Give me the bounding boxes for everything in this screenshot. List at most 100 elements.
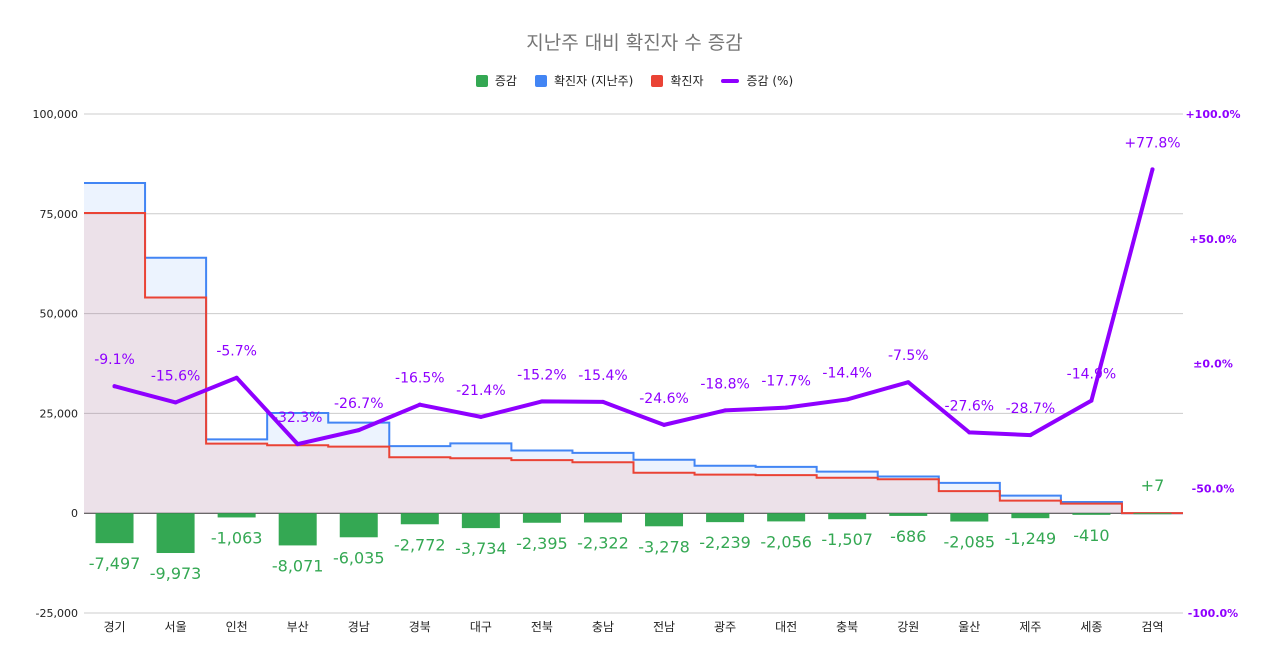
pct-point bbox=[906, 380, 911, 385]
bar-change bbox=[461, 513, 500, 529]
x-tick-label: 대구 bbox=[470, 620, 492, 634]
pct-data-label: -26.7% bbox=[334, 396, 384, 412]
pct-point bbox=[478, 414, 483, 419]
bar-data-label: -410 bbox=[1073, 526, 1109, 545]
y-right-tick-label: -50.0% bbox=[1192, 482, 1235, 495]
pct-data-label: -27.6% bbox=[945, 398, 995, 414]
pct-point bbox=[662, 422, 667, 427]
legend-item-last-week[interactable]: 확진자 (지난주) bbox=[534, 72, 633, 89]
pct-point bbox=[1150, 167, 1155, 172]
pct-point bbox=[967, 430, 972, 435]
pct-point bbox=[356, 428, 361, 433]
legend-swatch-confirmed bbox=[651, 74, 664, 87]
pct-point bbox=[845, 397, 850, 402]
bar-change bbox=[1011, 513, 1050, 519]
legend-label-pct: 증감 (%) bbox=[746, 74, 794, 88]
y-right-tick-label: +50.0% bbox=[1189, 233, 1236, 246]
pct-point bbox=[417, 402, 422, 407]
pct-data-label: -18.8% bbox=[700, 376, 750, 392]
y-left-tick-label: 75,000 bbox=[40, 208, 79, 221]
area-confirmed bbox=[84, 212, 1183, 514]
x-tick-label: 충북 bbox=[836, 620, 858, 634]
pct-data-label: -28.7% bbox=[1006, 401, 1056, 417]
x-tick-label: 충남 bbox=[592, 620, 614, 634]
bar-data-label: -2,085 bbox=[944, 533, 996, 552]
bar-change bbox=[950, 513, 989, 522]
bar-change bbox=[828, 513, 867, 520]
bar-data-label: -1,249 bbox=[1005, 529, 1057, 548]
pct-data-label: -32.3% bbox=[273, 410, 323, 426]
bar-data-label: -686 bbox=[890, 527, 926, 546]
legend-label-change: 증감 bbox=[494, 74, 517, 88]
y-right-tick-label: +100.0% bbox=[1185, 108, 1240, 121]
pct-data-label: -15.6% bbox=[151, 368, 201, 384]
legend-swatch-last-week bbox=[534, 74, 547, 87]
pct-data-label: -15.2% bbox=[517, 367, 567, 383]
y-right-tick-label: ±0.0% bbox=[1193, 358, 1233, 371]
x-tick-label: 광주 bbox=[714, 620, 736, 634]
bar-data-label: -2,056 bbox=[760, 532, 812, 551]
bar-data-label: -2,239 bbox=[699, 533, 751, 552]
chart-legend: 증감 확진자 (지난주) 확진자 증감 (%) bbox=[0, 72, 1269, 89]
bar-data-label: -7,497 bbox=[89, 554, 141, 573]
bar-change bbox=[1133, 513, 1172, 515]
pct-point bbox=[1089, 398, 1094, 403]
legend-item-change[interactable]: 증감 bbox=[475, 72, 517, 89]
pct-point bbox=[723, 408, 728, 413]
x-tick-label: 강원 bbox=[897, 620, 919, 634]
pct-point bbox=[295, 442, 300, 447]
legend-label-confirmed: 확진자 bbox=[670, 74, 704, 88]
pct-data-label: -14.9% bbox=[1067, 367, 1117, 383]
x-tick-label: 경북 bbox=[409, 620, 431, 634]
bar-change bbox=[217, 513, 256, 518]
bar-data-label: -3,734 bbox=[455, 539, 507, 558]
bar-change bbox=[522, 513, 561, 523]
bar-data-label: -2,772 bbox=[394, 535, 446, 554]
legend-swatch-pct bbox=[721, 78, 740, 83]
legend-swatch-change bbox=[475, 74, 488, 87]
y-right-tick-label: -100.0% bbox=[1188, 607, 1238, 620]
chart-title: 지난주 대비 확진자 수 증감 bbox=[526, 32, 743, 54]
bar-change bbox=[1072, 513, 1111, 515]
y-left-tick-label: 0 bbox=[71, 507, 78, 520]
pct-point bbox=[539, 399, 544, 404]
pct-point bbox=[234, 375, 239, 380]
pct-data-label: -24.6% bbox=[639, 391, 689, 407]
bar-data-label: -2,395 bbox=[516, 534, 568, 553]
bar-data-label: -1,063 bbox=[211, 528, 263, 547]
pct-data-label: -9.1% bbox=[94, 352, 135, 368]
y-left-tick-label: 25,000 bbox=[40, 407, 79, 420]
pct-data-label: -7.5% bbox=[888, 348, 929, 364]
x-tick-label: 서울 bbox=[165, 620, 187, 634]
legend-item-confirmed[interactable]: 확진자 bbox=[651, 72, 703, 89]
bar-data-label: -8,071 bbox=[272, 556, 324, 575]
bar-change bbox=[645, 513, 684, 527]
bar-change bbox=[95, 513, 134, 544]
y-left-tick-label: 100,000 bbox=[33, 108, 79, 121]
pct-data-label: -21.4% bbox=[456, 383, 506, 399]
bar-change bbox=[767, 513, 806, 522]
x-tick-label: 경남 bbox=[348, 620, 370, 634]
y-left-tick-label: 50,000 bbox=[40, 308, 79, 321]
pct-data-label: +77.8% bbox=[1124, 135, 1180, 151]
bar-data-label: -6,035 bbox=[333, 548, 385, 567]
bar-data-label: -9,973 bbox=[150, 564, 202, 583]
bar-data-label: -3,278 bbox=[638, 537, 690, 556]
x-tick-label: 전북 bbox=[531, 620, 553, 634]
x-tick-label: 세종 bbox=[1080, 620, 1102, 634]
x-tick-label: 울산 bbox=[958, 620, 980, 634]
pct-data-label: -15.4% bbox=[578, 368, 628, 384]
bar-change bbox=[889, 513, 928, 516]
bar-change bbox=[400, 513, 439, 525]
bar-change bbox=[156, 513, 195, 554]
bar-change bbox=[583, 513, 622, 523]
pct-data-label: -14.4% bbox=[822, 365, 872, 381]
legend-item-pct[interactable]: 증감 (%) bbox=[721, 72, 793, 89]
pct-data-label: -5.7% bbox=[216, 344, 257, 360]
pct-data-label: -17.7% bbox=[761, 374, 811, 390]
pct-series-line bbox=[112, 167, 1155, 447]
pct-point bbox=[173, 400, 178, 405]
step-line-last-week bbox=[84, 182, 1183, 515]
